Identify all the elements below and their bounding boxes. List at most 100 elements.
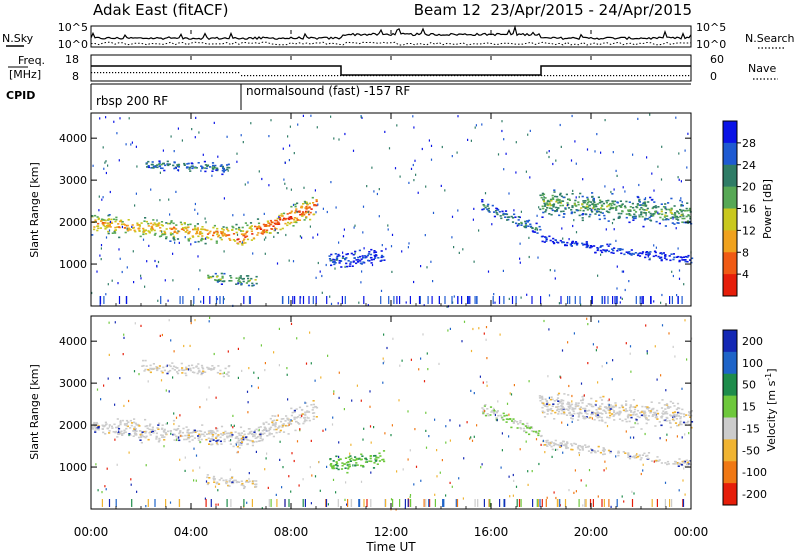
range-gate-cell <box>145 365 148 367</box>
sparse-echo <box>615 169 617 172</box>
sparse-echo <box>586 317 588 320</box>
range-gate-cell <box>338 260 341 262</box>
range-gate-cell <box>257 232 260 234</box>
range-gate-cell <box>638 200 641 202</box>
nave-dot <box>424 75 426 77</box>
nave-dot <box>139 72 141 74</box>
range-gate-cell <box>562 410 565 413</box>
nave-dot <box>166 72 168 74</box>
range-gate-cell <box>247 280 250 282</box>
sparse-echo <box>334 267 336 270</box>
range-gate-cell <box>274 219 277 222</box>
range-gate-cell <box>161 162 165 165</box>
range-gate-cell <box>165 237 168 240</box>
range-gate-cell <box>293 411 296 413</box>
range-gate-cell <box>616 201 619 204</box>
sparse-echo <box>330 115 332 118</box>
range-gate-cell <box>245 479 248 482</box>
sparse-echo <box>199 406 201 409</box>
range-gate-cell <box>212 226 215 229</box>
nave-dot <box>562 75 564 77</box>
nave-dot <box>256 75 258 77</box>
nave-dot <box>298 75 300 77</box>
sparse-echo <box>172 376 174 379</box>
range-gate-cell <box>664 207 667 210</box>
range-gate-cell <box>103 219 106 221</box>
nave-dot <box>112 72 114 74</box>
range-gate-cell <box>342 255 345 258</box>
range-gate-cell <box>235 223 238 226</box>
sparse-echo <box>179 458 181 461</box>
range-gate-cell <box>158 367 161 370</box>
nave-dot <box>568 75 570 77</box>
nave-dot <box>418 75 420 77</box>
sparse-echo <box>215 427 217 430</box>
range-gate-cell <box>566 441 569 443</box>
power-ylabel: Slant Range [km] <box>28 162 41 258</box>
range-gate-cell <box>144 425 147 428</box>
range-gate-cell <box>648 407 651 409</box>
sparse-echo <box>237 282 239 285</box>
sparse-echo <box>268 135 270 138</box>
range-gate-cell <box>570 448 573 451</box>
range-gate-cell <box>596 412 599 414</box>
sparse-echo <box>317 233 319 236</box>
range-gate-cell <box>193 228 196 231</box>
range-gate-cell <box>602 448 606 450</box>
range-gate-cell <box>609 404 612 406</box>
range-gate-cell <box>141 431 144 433</box>
range-gate-cell <box>150 163 153 166</box>
range-gate-cell <box>529 426 532 429</box>
range-gate-cell <box>270 221 273 224</box>
sparse-echo <box>193 447 195 450</box>
range-gate-cell <box>304 402 308 404</box>
range-gate-cell <box>380 256 383 259</box>
range-gate-cell <box>181 431 184 434</box>
sparse-echo <box>463 320 466 323</box>
range-gate-cell <box>628 221 631 224</box>
range-gate-cell <box>236 451 239 454</box>
range-gate-cell <box>226 164 229 166</box>
ground-echo <box>154 499 156 507</box>
range-gate-cell <box>239 277 242 279</box>
range-gate-cell <box>686 202 689 204</box>
range-gate-cell <box>215 440 218 442</box>
range-gate-cell <box>374 257 377 259</box>
range-gate-cell <box>255 440 258 443</box>
nave-dot <box>433 75 435 77</box>
range-gate-cell <box>249 222 253 224</box>
range-gate-cell <box>525 431 528 434</box>
sparse-echo <box>265 457 267 460</box>
range-gate-cell <box>554 210 557 213</box>
sparse-echo <box>194 202 196 206</box>
range-gate-cell <box>567 403 570 406</box>
sparse-echo <box>398 399 400 402</box>
sparse-echo <box>554 448 557 451</box>
sparse-echo <box>338 396 340 399</box>
range-gate-cell <box>157 224 160 226</box>
sparse-echo <box>633 492 635 495</box>
range-gate-cell <box>672 414 675 417</box>
range-gate-cell <box>244 233 247 235</box>
range-gate-cell <box>643 209 646 211</box>
range-gate-cell <box>215 436 218 438</box>
range-gate-cell <box>529 223 532 226</box>
range-gate-cell <box>664 408 667 410</box>
nave-dot <box>187 72 189 74</box>
sparse-echo <box>177 127 179 130</box>
nave-dot <box>247 75 249 77</box>
range-gate-cell <box>268 225 271 227</box>
range-gate-cell <box>142 364 145 367</box>
range-gate-cell <box>680 204 683 206</box>
range-gate-cell <box>260 432 263 435</box>
sparse-echo <box>168 319 170 322</box>
sparse-echo <box>573 491 575 494</box>
sparse-echo <box>214 485 217 488</box>
ground-echo <box>350 499 353 507</box>
range-gate-cell <box>486 208 489 211</box>
range-gate-cell <box>665 403 669 405</box>
range-gate-cell <box>272 423 275 425</box>
sparse-echo <box>549 269 551 272</box>
range-gate-cell <box>216 443 219 446</box>
sparse-echo <box>384 130 386 133</box>
